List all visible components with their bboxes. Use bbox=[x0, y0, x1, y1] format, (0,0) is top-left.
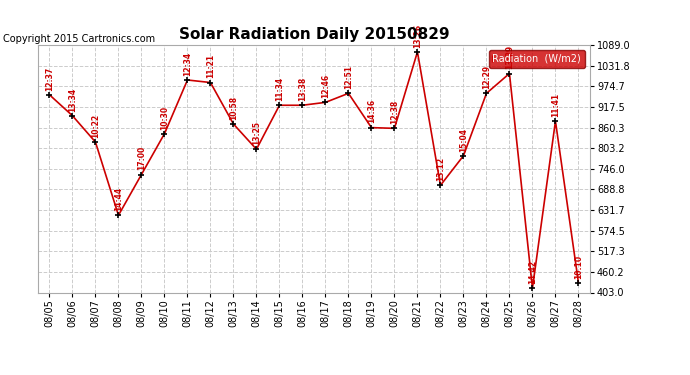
Text: 13:25: 13:25 bbox=[252, 121, 261, 145]
Text: 10:30: 10:30 bbox=[160, 105, 169, 130]
Text: 11:34: 11:34 bbox=[275, 77, 284, 101]
Text: 13:26: 13:26 bbox=[413, 24, 422, 48]
Text: 14:44: 14:44 bbox=[114, 187, 123, 211]
Text: 11:21: 11:21 bbox=[206, 54, 215, 78]
Text: 12:46: 12:46 bbox=[321, 74, 330, 98]
Text: 12:51: 12:51 bbox=[344, 65, 353, 89]
Text: 17:00: 17:00 bbox=[137, 146, 146, 170]
Text: 13:34: 13:34 bbox=[68, 87, 77, 111]
Text: 11:41: 11:41 bbox=[551, 93, 560, 117]
Text: 10:58: 10:58 bbox=[229, 96, 238, 120]
Text: 12:29: 12:29 bbox=[482, 65, 491, 89]
Text: 15:04: 15:04 bbox=[459, 128, 468, 152]
Text: 12:34: 12:34 bbox=[183, 52, 192, 76]
Text: Copyright 2015 Cartronics.com: Copyright 2015 Cartronics.com bbox=[3, 34, 155, 44]
Text: 10:10: 10:10 bbox=[574, 255, 583, 279]
Text: 10:22: 10:22 bbox=[91, 114, 100, 138]
Text: 14:36: 14:36 bbox=[367, 99, 376, 123]
Text: 12:37: 12:37 bbox=[45, 66, 54, 91]
Text: 13:38: 13:38 bbox=[298, 77, 307, 101]
Text: 14:42: 14:42 bbox=[528, 260, 537, 284]
Text: 12:38: 12:38 bbox=[390, 100, 399, 124]
Text: 13:12: 13:12 bbox=[436, 157, 445, 181]
Text: 13:29: 13:29 bbox=[505, 45, 514, 69]
Title: Solar Radiation Daily 20150829: Solar Radiation Daily 20150829 bbox=[179, 27, 449, 42]
Legend: Radiation  (W/m2): Radiation (W/m2) bbox=[489, 50, 585, 68]
